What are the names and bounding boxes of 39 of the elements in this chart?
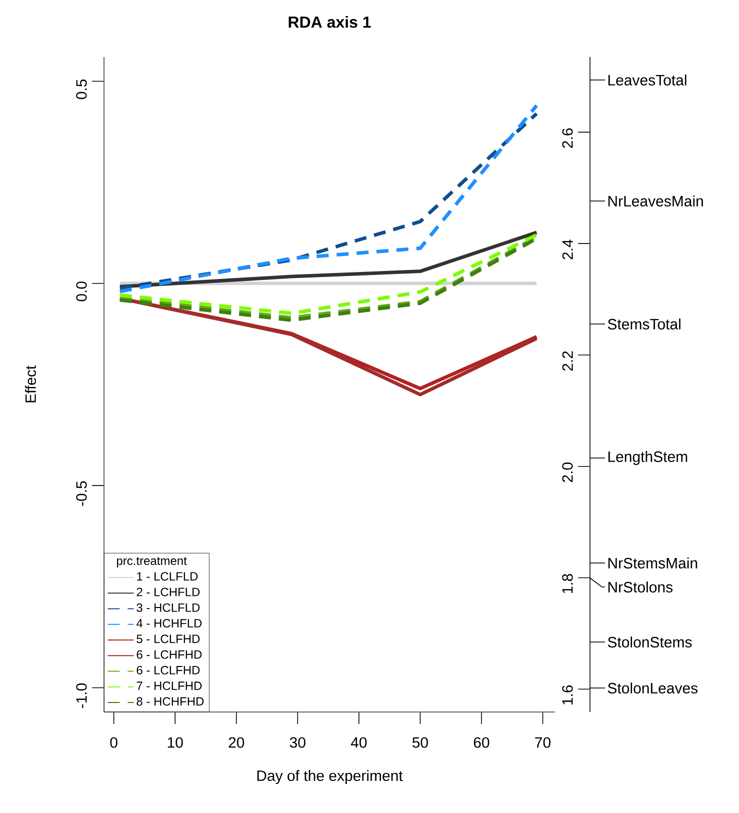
y2-tick-label: 2.2 — [562, 351, 573, 371]
x-tick-label: 40 — [350, 737, 367, 748]
text: LeavesTotal — [608, 74, 686, 86]
legend-label: 3 - HCLFLD — [136, 603, 200, 612]
legend-label: 6 - LCLFHD — [136, 666, 200, 674]
legend-label: 6 - LCHFHD — [136, 650, 202, 659]
legend-label: 4 - HCHFLD — [136, 619, 202, 628]
text: StolonLeaves — [608, 682, 698, 694]
y-tick-label: 0.0 — [76, 282, 87, 302]
legend-label: 1 - LCLFLD — [137, 572, 198, 581]
x-tick-label: 10 — [168, 737, 183, 748]
y2-tick-label: 2.6 — [562, 128, 573, 148]
legend-label: 5 - LCLFHD — [136, 634, 200, 644]
x-axis-title: Day of the experiment — [257, 770, 403, 784]
text: StemsTotal — [608, 318, 680, 330]
chart-title: RDA axis 1 — [288, 16, 371, 28]
text: NrLeavesMain — [608, 195, 703, 206]
x-tick-label: 20 — [228, 737, 244, 748]
y2-tick-label: 1.8 — [562, 574, 573, 594]
x-tick-label: 0 — [110, 737, 118, 748]
y-tick-label: -0.5 — [76, 481, 87, 506]
legend-title: prc.treatment — [116, 557, 187, 568]
legend-label: 2 - LCHFLD — [136, 588, 200, 596]
legend-label: 7 - HCLFHD — [136, 682, 202, 690]
x-tick-label: 50 — [412, 737, 428, 748]
x-tick-label: 30 — [290, 737, 306, 748]
y2-tick-label: 1.6 — [562, 685, 573, 704]
y-tick-label: -1.0 — [76, 683, 87, 708]
text: NrStolons — [608, 581, 673, 592]
text: NrStemsMain — [608, 557, 698, 568]
y-tick-label: 0.5 — [76, 79, 87, 100]
x-tick-label: 70 — [535, 737, 550, 748]
text: LengthStem — [608, 451, 688, 465]
x-tick-label: 60 — [474, 737, 490, 748]
text: StolonStems — [608, 636, 692, 648]
y2-tick-label: 2.0 — [562, 462, 573, 482]
y-axis-title: Effect — [24, 366, 36, 402]
y2-tick-label: 2.4 — [562, 240, 573, 260]
legend-label: 8 - HCHFHD — [136, 697, 204, 706]
